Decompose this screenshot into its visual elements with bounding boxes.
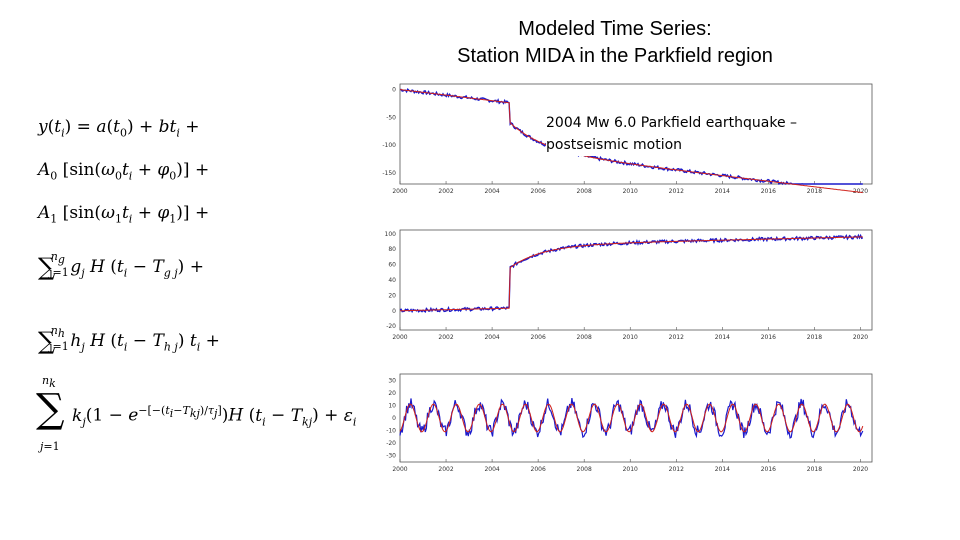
y-tick-label: -30	[386, 453, 396, 460]
annotation-line-2: postseismic motion	[546, 137, 683, 153]
y-tick-label: 20	[388, 390, 396, 397]
x-tick-label: 2008	[577, 334, 592, 341]
y-tick-label: 0	[392, 415, 396, 422]
y-tick-label: 0	[392, 87, 396, 94]
x-tick-label: 2018	[807, 466, 822, 473]
x-tick-label: 2000	[392, 466, 407, 473]
panel-vertical-data-series	[399, 398, 864, 439]
x-tick-label: 2014	[715, 466, 730, 473]
panel-east-axes: 2000 2002 2004 2006 2008 2010 2012 2014 2016 2018…	[385, 231, 869, 341]
annotation-line-1: 2004 Mw 6.0 Parkfield earthquake –	[546, 115, 798, 131]
y-tick-label: 20	[388, 292, 396, 299]
y-tick-label: -20	[386, 440, 396, 447]
x-tick-label: 2000	[392, 334, 407, 341]
y-tick-label: 0	[392, 308, 396, 315]
x-tick-label: 2000	[392, 188, 407, 195]
x-tick-label: 2018	[807, 188, 822, 195]
x-tick-label: 2020	[853, 466, 868, 473]
x-tick-label: 2016	[761, 466, 776, 473]
x-tick-label: 2010	[623, 334, 638, 341]
y-tick-label: 100	[385, 231, 397, 238]
y-tick-label: 40	[388, 277, 396, 284]
panel-east-model-series	[399, 236, 863, 312]
y-tick-label: 80	[388, 246, 396, 253]
equation-line-1: y(ti) = a(t0) + bti +	[38, 117, 200, 140]
x-tick-label: 2002	[438, 188, 453, 195]
x-tick-label: 2002	[438, 466, 453, 473]
panel-north: 2000 2002 2004 2006 2008 2010 2012 2014 2016 2018…	[382, 83, 873, 195]
equation-line-2: A0 [sin(ω0ti + φ0)] +	[38, 160, 210, 183]
y-tick-label: -150	[382, 170, 396, 177]
panel-north-frame	[399, 83, 873, 185]
y-tick-label: 30	[388, 377, 396, 384]
x-tick-label: 2008	[577, 188, 592, 195]
x-tick-label: 2012	[669, 188, 684, 195]
x-tick-label: 2004	[484, 466, 499, 473]
x-tick-label: 2020	[853, 188, 868, 195]
panel-vertical-axes: 2000 2002 2004 2006 2008 2010 2012 2014 2016 2018…	[386, 377, 868, 473]
panel-vertical: 2000 2002 2004 2006 2008 2010 2012 2014 2016 2018…	[386, 373, 873, 473]
y-tick-label: -20	[386, 323, 396, 330]
x-tick-label: 2014	[715, 188, 730, 195]
equation-line-3: A1 [sin(ω1ti + φ1)] +	[38, 203, 210, 226]
panel-north-data-series	[399, 87, 863, 186]
title-line-1: Modeled Time Series:	[518, 18, 712, 40]
x-tick-label: 2010	[623, 188, 638, 195]
equation-line-5: ∑j=1nh hj H (ti − Th j) ti +	[38, 324, 220, 355]
x-tick-label: 2002	[438, 334, 453, 341]
y-tick-label: 10	[388, 402, 396, 409]
panel-north-axes: 2000 2002 2004 2006 2008 2010 2012 2014 2016 2018…	[382, 87, 868, 195]
x-tick-label: 2004	[484, 188, 499, 195]
equation-line-4: ∑j=1ng gj H (ti − Tg j) +	[38, 250, 204, 281]
x-tick-label: 2016	[761, 334, 776, 341]
panel-vertical-model-series	[399, 403, 864, 433]
x-tick-label: 2020	[853, 334, 868, 341]
x-tick-label: 2006	[531, 334, 546, 341]
y-tick-label: -10	[386, 428, 396, 435]
y-tick-label: -50	[386, 114, 396, 121]
panel-east-data-series	[399, 233, 864, 314]
x-tick-label: 2014	[715, 334, 730, 341]
x-tick-label: 2010	[623, 466, 638, 473]
y-tick-label: 60	[388, 262, 396, 269]
x-tick-label: 2012	[669, 466, 684, 473]
panel-north-model-series	[399, 89, 863, 194]
title-line-2: Station MIDA in the Parkfield region	[457, 45, 773, 67]
earthquake-annotation: 2004 Mw 6.0 Parkfield earthquake – posts…	[546, 112, 836, 156]
y-tick-label: -100	[382, 142, 396, 149]
x-tick-label: 2012	[669, 334, 684, 341]
x-tick-label: 2008	[577, 466, 592, 473]
slide-title: Modeled Time Series: Station MIDA in the…	[380, 16, 850, 70]
time-series-panels: 2000 2002 2004 2006 2008 2010 2012 2014 2016 2018…	[382, 83, 873, 473]
x-tick-label: 2006	[531, 188, 546, 195]
x-tick-label: 2018	[807, 334, 822, 341]
panel-east: 2000 2002 2004 2006 2008 2010 2012 2014 2016 2018…	[385, 229, 873, 341]
x-tick-label: 2006	[531, 466, 546, 473]
x-tick-label: 2004	[484, 334, 499, 341]
panel-east-frame	[399, 229, 873, 331]
panel-vertical-frame	[399, 373, 873, 463]
x-tick-label: 2016	[761, 188, 776, 195]
